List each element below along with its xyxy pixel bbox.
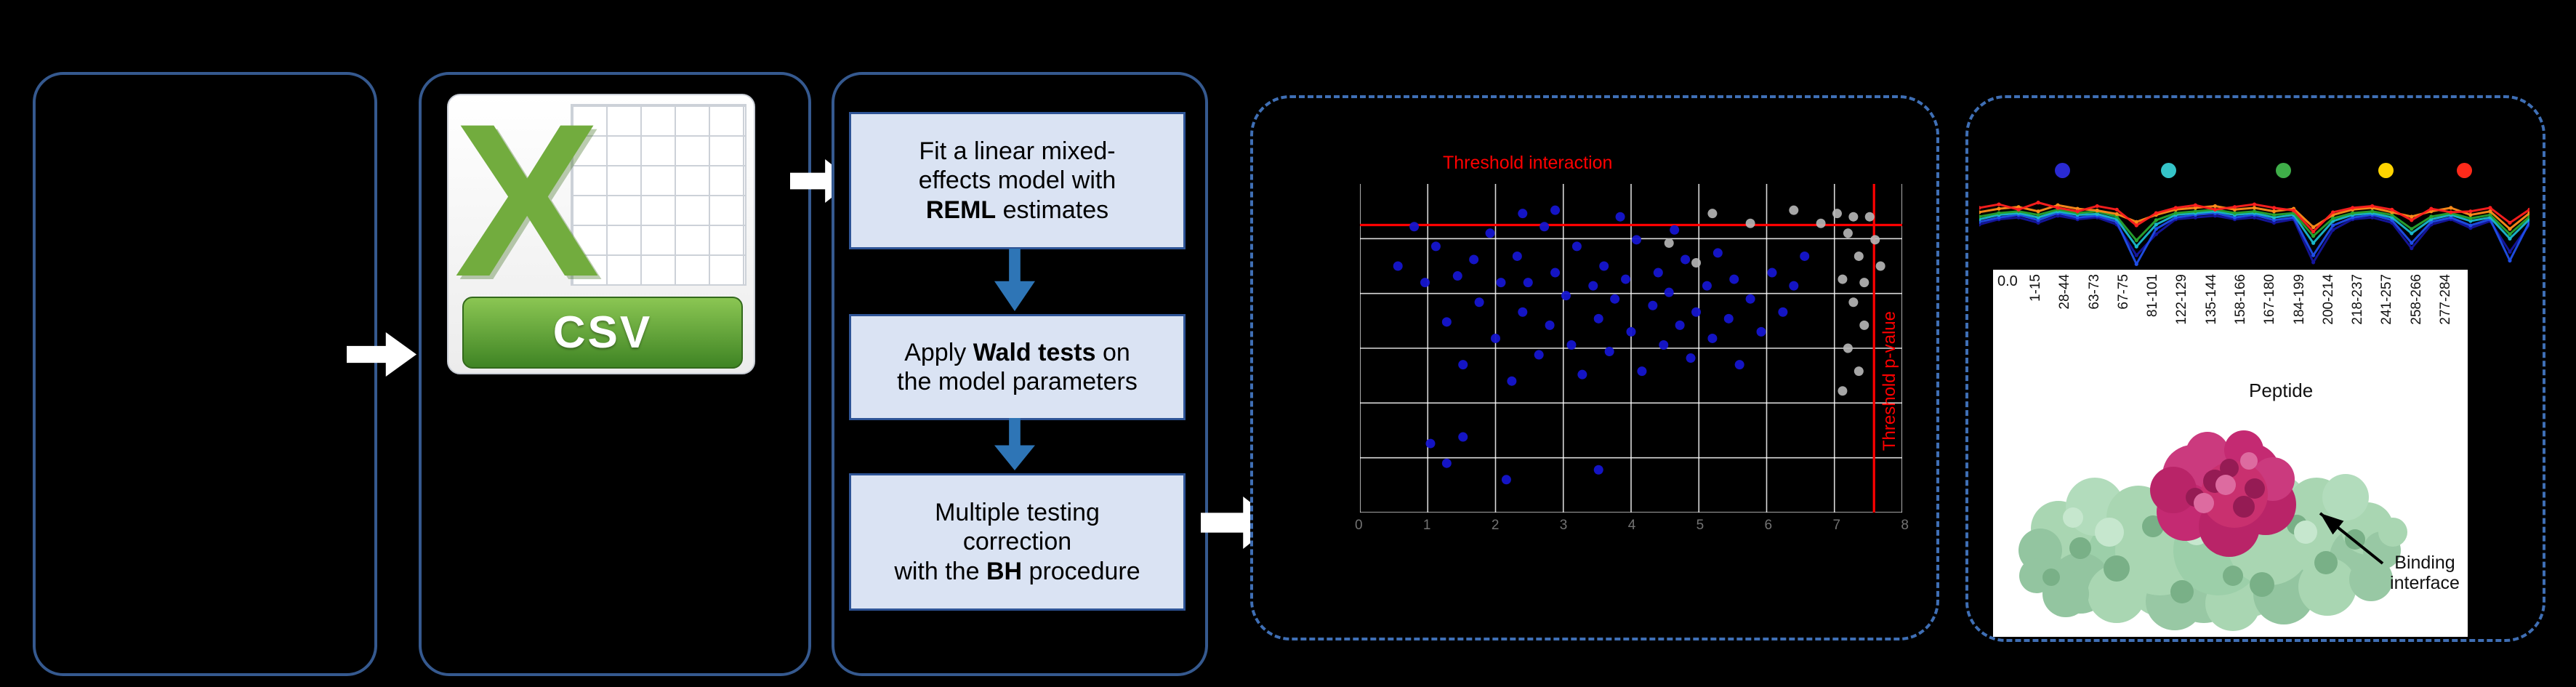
binding-interface-arrow-icon: [2319, 512, 2384, 565]
protein-structure-image: [2018, 430, 2407, 631]
input-panel: [33, 72, 377, 676]
peptide-profile-chart: [1979, 201, 2529, 266]
peptide-axis-title: Peptide: [2249, 379, 2314, 401]
threshold-interaction-label: Threshold interaction: [1443, 153, 1613, 173]
csv-banner-label: CSV: [552, 308, 653, 358]
spreadsheet-grid-icon: [571, 104, 746, 286]
csv-banner: CSV: [462, 297, 743, 369]
volcano-panel: [1250, 95, 1939, 640]
binding-interface-region: [2150, 430, 2296, 557]
csv-file-icon: X CSV: [447, 94, 755, 374]
step-box-wald: Apply Wald tests on the model parameters: [849, 314, 1186, 420]
excel-x-logo: X: [454, 94, 600, 322]
peptide-x-labels: 1-15 28-44 63-73 67-75 81-101 122-129 135-144 1…: [2028, 274, 2453, 325]
y-axis-tick: 0.0: [1997, 273, 2018, 289]
legend-dot-green: [2276, 163, 2291, 178]
legend-dot-red: [2457, 163, 2472, 178]
step-box-reml: Fit a linear mixed-effects model with REM…: [849, 112, 1186, 249]
binding-interface-caption: Binding interface: [2390, 553, 2460, 593]
legend-dot-yellow: [2378, 163, 2394, 178]
volcano-plot: [1360, 184, 1902, 513]
legend-dot-blue: [2055, 163, 2070, 178]
legend-dot-cyan: [2161, 163, 2176, 178]
threshold-pvalue-label: Threshold p-value: [1880, 311, 1899, 451]
step-box-bh: Multiple testing correction with the BH pr…: [849, 473, 1186, 611]
